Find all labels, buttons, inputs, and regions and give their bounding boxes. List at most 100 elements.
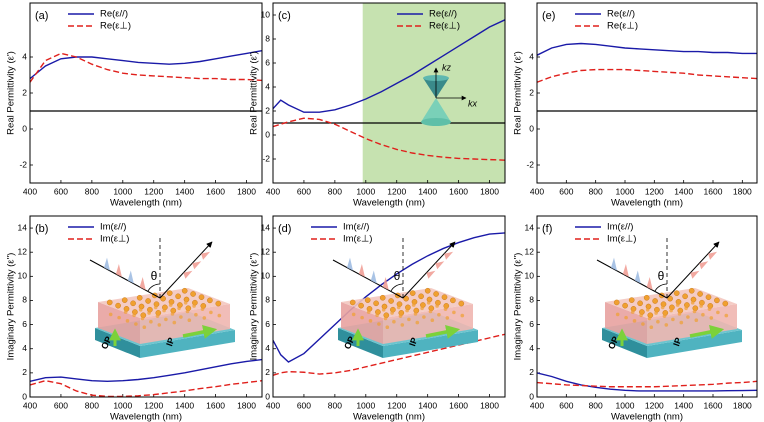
y-tick-label: 10 [261,9,271,19]
nanoparticle [153,305,158,310]
slab-front [338,328,383,358]
nanoparticle [639,313,643,318]
nanoparticle [628,297,635,303]
x-tick-label: 1400 [175,400,194,410]
y-tick-label: 0 [265,391,270,401]
inset-illustration: θ OP IP [89,236,235,358]
x-tick-label: 1200 [144,400,163,410]
x-tick-label: 1800 [480,186,499,196]
reflected-ray [666,241,720,299]
x-tick-label: 400 [266,400,280,410]
nanoparticle [396,305,401,310]
legend-label: Re(ε⊥) [429,21,460,32]
y-axis-title: Imaginary Permittivity (ε'') [6,253,17,361]
wave-lobe [426,270,436,279]
nanoparticle [654,311,658,315]
y-tick-label: 2 [22,367,27,377]
nanoparticle [405,308,409,313]
nanoparticle [445,316,450,320]
nanoparticle [155,314,160,318]
x-tick-label: 600 [559,186,573,196]
layer-top [341,288,473,318]
y-tick-label: -2 [262,153,270,163]
nanoparticle [162,308,166,313]
nanoparticle [637,300,643,307]
y-tick-label: 8 [265,33,270,43]
wave-lobe [699,261,709,270]
plot-frame [29,215,263,398]
x-tick-label: 800 [589,400,603,410]
op-label: OP [342,335,357,351]
y-tick-label: 8 [529,295,534,305]
panel-label: (e) [542,10,555,22]
nanoparticle [360,315,364,320]
slab-front [602,328,647,358]
x-tick-label: 1200 [645,400,664,410]
nanoparticle [699,304,703,308]
x-tick-label: 1400 [418,400,437,410]
wave-lobe [634,270,641,284]
nanoparticle [130,300,136,307]
wave-lobe [127,270,134,284]
nanoparticle [160,295,166,302]
y-tick-label: 2 [265,105,270,115]
nanoparticle [701,312,705,317]
series-line [537,380,757,388]
layer-top [98,288,230,318]
nanoparticle [164,317,168,322]
nanoparticle [192,304,196,308]
nanoparticle [134,322,138,326]
theta-label: θ [658,269,665,283]
nanoparticle [136,294,143,301]
nanoparticle [677,312,682,316]
y-tick-label: 4 [265,81,270,91]
y-tick-label: 2 [529,367,534,377]
nanoparticle [443,307,448,311]
legend-label: Im(ε//) [100,222,126,233]
y-tick-label: 6 [22,319,27,329]
nanoparticle [418,293,424,300]
y-tick-label: 12 [261,246,271,256]
nanoparticle [690,300,695,305]
nanoparticle [209,310,213,315]
nanoparticle [172,320,177,325]
incident-ray [332,259,404,299]
nanoparticle [458,300,465,307]
x-axis-title: Wavelength (nm) [110,412,182,422]
nanoparticle [375,313,379,318]
wave-lobe [622,264,629,278]
nanoparticle [652,298,658,304]
panel-label: (c) [278,10,291,22]
x-tick-label: 600 [54,186,68,196]
x-tick-label: 600 [54,400,68,410]
nanoparticle [202,316,207,320]
x-tick-label: 800 [85,400,99,410]
nanoparticle [390,311,394,315]
nanoparticle [641,322,645,326]
y-axis-title: Imaginary Permittivity (ε'') [249,253,260,361]
nanoparticle [615,312,620,317]
nanoparticle [714,297,720,304]
nanoparticle [671,317,675,322]
nanoparticle [132,313,136,318]
nanoparticle [177,306,181,311]
theta-label: θ [394,269,401,283]
nanoparticle [388,298,394,304]
y-tick-label: 4 [529,51,534,61]
y-tick-label: 6 [529,319,534,329]
nanoparticle [392,319,396,324]
y-tick-label: 8 [22,295,27,305]
nanoparticle [181,287,188,294]
nanoparticle [694,318,699,323]
nanoparticle [647,316,652,321]
series-line [30,50,262,80]
x-tick-label: 400 [23,400,37,410]
legend-label: Im(ε//) [343,222,369,233]
y-tick-label: 14 [18,222,28,232]
plot-frame [536,215,758,398]
nanoparticle [377,322,381,326]
x-tick-label: 1200 [387,400,406,410]
wave-lobe [139,276,146,290]
plot-frame [536,2,758,184]
